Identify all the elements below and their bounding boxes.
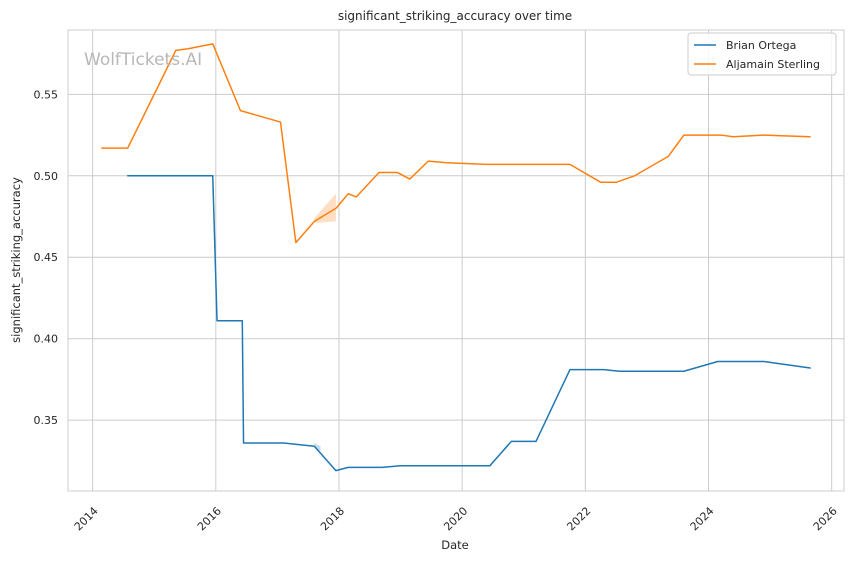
plot-frame	[67, 29, 845, 492]
legend-box	[687, 32, 837, 76]
x-axis-label: Date	[441, 538, 469, 552]
x-tick-label: 2022	[564, 504, 593, 533]
x-tick-label: 2026	[811, 504, 840, 533]
y-tick-label: 0.35	[34, 414, 59, 427]
y-tick-label: 0.40	[34, 333, 59, 346]
y-tick-label: 0.50	[34, 170, 59, 183]
x-tick-label: 2024	[688, 504, 717, 533]
watermark: WolfTickets.AI	[84, 50, 202, 70]
legend: Brian Ortega Aljamain Sterling	[687, 32, 837, 76]
y-tick-label: 0.55	[34, 88, 59, 101]
legend-label-aljamain-sterling: Aljamain Sterling	[726, 58, 820, 71]
confidence-band-brian-ortega	[314, 442, 321, 452]
y-axis-ticks: 0.35 0.40 0.45 0.50 0.55	[34, 88, 59, 427]
series-lines	[101, 43, 811, 472]
x-tick-label: 2018	[318, 504, 347, 533]
chart-title: significant_striking_accuracy over time	[338, 9, 572, 23]
confidence-band-aljamain-sterling	[314, 193, 336, 224]
x-axis-ticks: 2014 2016 2018 2020 2022 2024 2026	[72, 504, 840, 533]
series-line-aljamain-sterling	[101, 43, 811, 244]
legend-label-brian-ortega: Brian Ortega	[726, 39, 796, 52]
series-line-brian-ortega	[126, 175, 811, 472]
y-tick-label: 0.45	[34, 251, 59, 264]
x-tick-label: 2020	[441, 504, 470, 533]
x-tick-label: 2016	[195, 504, 224, 533]
x-tick-label: 2014	[72, 504, 101, 533]
plot-area	[68, 30, 844, 491]
y-axis-label: significant_striking_accuracy	[9, 177, 23, 343]
confidence-bands	[314, 193, 336, 452]
